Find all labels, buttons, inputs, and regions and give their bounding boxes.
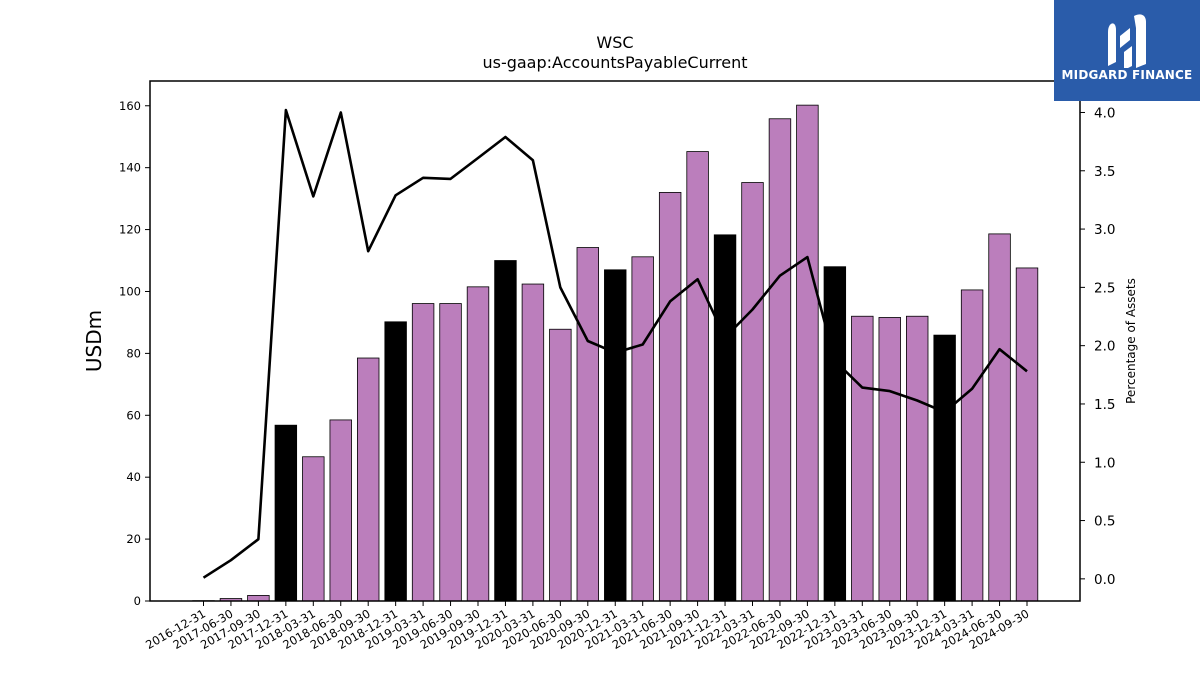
bar-2022-12-31 bbox=[823, 266, 847, 602]
bar-2018-06-30 bbox=[329, 419, 352, 602]
bar-2021-06-30 bbox=[658, 192, 682, 602]
y-tick-label: 40 bbox=[126, 470, 141, 484]
y2-tick-label: 1.5 bbox=[1094, 397, 1115, 413]
bar-2021-12-31 bbox=[713, 234, 737, 602]
y2-tick-label: 0.5 bbox=[1094, 514, 1115, 530]
bar-2020-12-31 bbox=[604, 269, 627, 602]
y2-tick-label: 3.5 bbox=[1094, 164, 1115, 180]
bar-2018-12-31 bbox=[384, 321, 407, 602]
bar-2017-12-31 bbox=[274, 424, 298, 602]
y-tick-label: 0 bbox=[134, 594, 141, 608]
bar-2020-03-31 bbox=[521, 283, 545, 602]
y2-axis-label: Percentage of Assets bbox=[1124, 278, 1138, 404]
bar-2023-06-30 bbox=[878, 317, 901, 602]
bar-2019-09-30 bbox=[466, 286, 490, 602]
x-axis: 2016-12-312017-06-302017-09-302017-12-31… bbox=[143, 601, 1032, 652]
bar-2019-12-31 bbox=[494, 260, 517, 602]
y2-tick-label: 3.0 bbox=[1094, 222, 1115, 238]
y2-tick-label: 4.0 bbox=[1094, 105, 1115, 121]
y2-tick-label: 2.5 bbox=[1094, 280, 1115, 296]
bar-2021-03-31 bbox=[631, 256, 654, 602]
y-axis-right: 0.0 0.5 1.0 1.5 2.0 2.5 3.0 3.5 4.0 bbox=[1080, 105, 1115, 588]
bar-2022-03-31 bbox=[741, 182, 764, 602]
y-tick-label: 60 bbox=[126, 408, 141, 422]
y-tick-label: 100 bbox=[119, 284, 141, 298]
bar-2023-12-31 bbox=[933, 334, 956, 602]
bar-2021-09-30 bbox=[686, 151, 709, 602]
y-axis-label: USDm bbox=[82, 310, 106, 372]
y-axis-left: 0 20 40 60 80 100 120 140 160 bbox=[119, 99, 150, 608]
y-tick-label: 140 bbox=[119, 161, 141, 175]
bar-2020-09-30 bbox=[576, 247, 600, 602]
bar-2019-06-30 bbox=[439, 303, 462, 602]
y2-tick-label: 0.0 bbox=[1094, 572, 1115, 588]
percentage-line bbox=[202, 108, 1028, 579]
bar-2024-03-31 bbox=[960, 289, 984, 602]
bar-2024-06-30 bbox=[988, 233, 1011, 602]
y-tick-label: 120 bbox=[119, 223, 141, 237]
bar-2017-09-30 bbox=[247, 595, 270, 602]
y2-tick-label: 2.0 bbox=[1094, 339, 1115, 355]
y-tick-label: 160 bbox=[119, 99, 141, 113]
bar-2024-09-30 bbox=[1015, 267, 1039, 602]
bar-2023-03-31 bbox=[851, 315, 874, 602]
bar-2022-06-30 bbox=[768, 118, 792, 602]
bar-2018-09-30 bbox=[356, 357, 380, 602]
brand-logo: MIDGARD FINANCE bbox=[1054, 0, 1200, 101]
y-tick-label: 20 bbox=[126, 532, 141, 546]
bar-2023-09-30 bbox=[906, 315, 929, 602]
logo-icon bbox=[1108, 14, 1146, 68]
bar-2022-09-30 bbox=[796, 104, 819, 602]
bar-2019-03-31 bbox=[411, 303, 435, 602]
y2-tick-label: 1.0 bbox=[1094, 455, 1115, 471]
line-series bbox=[202, 108, 1028, 579]
bar-2018-03-31 bbox=[302, 456, 325, 602]
bar-2020-06-30 bbox=[549, 328, 572, 602]
logo-text: MIDGARD FINANCE bbox=[1061, 68, 1193, 82]
y-tick-label: 80 bbox=[126, 346, 141, 360]
bar-series bbox=[192, 104, 1039, 602]
chart-title: WSC bbox=[596, 33, 633, 52]
chart-subtitle: us-gaap:AccountsPayableCurrent bbox=[482, 53, 747, 72]
